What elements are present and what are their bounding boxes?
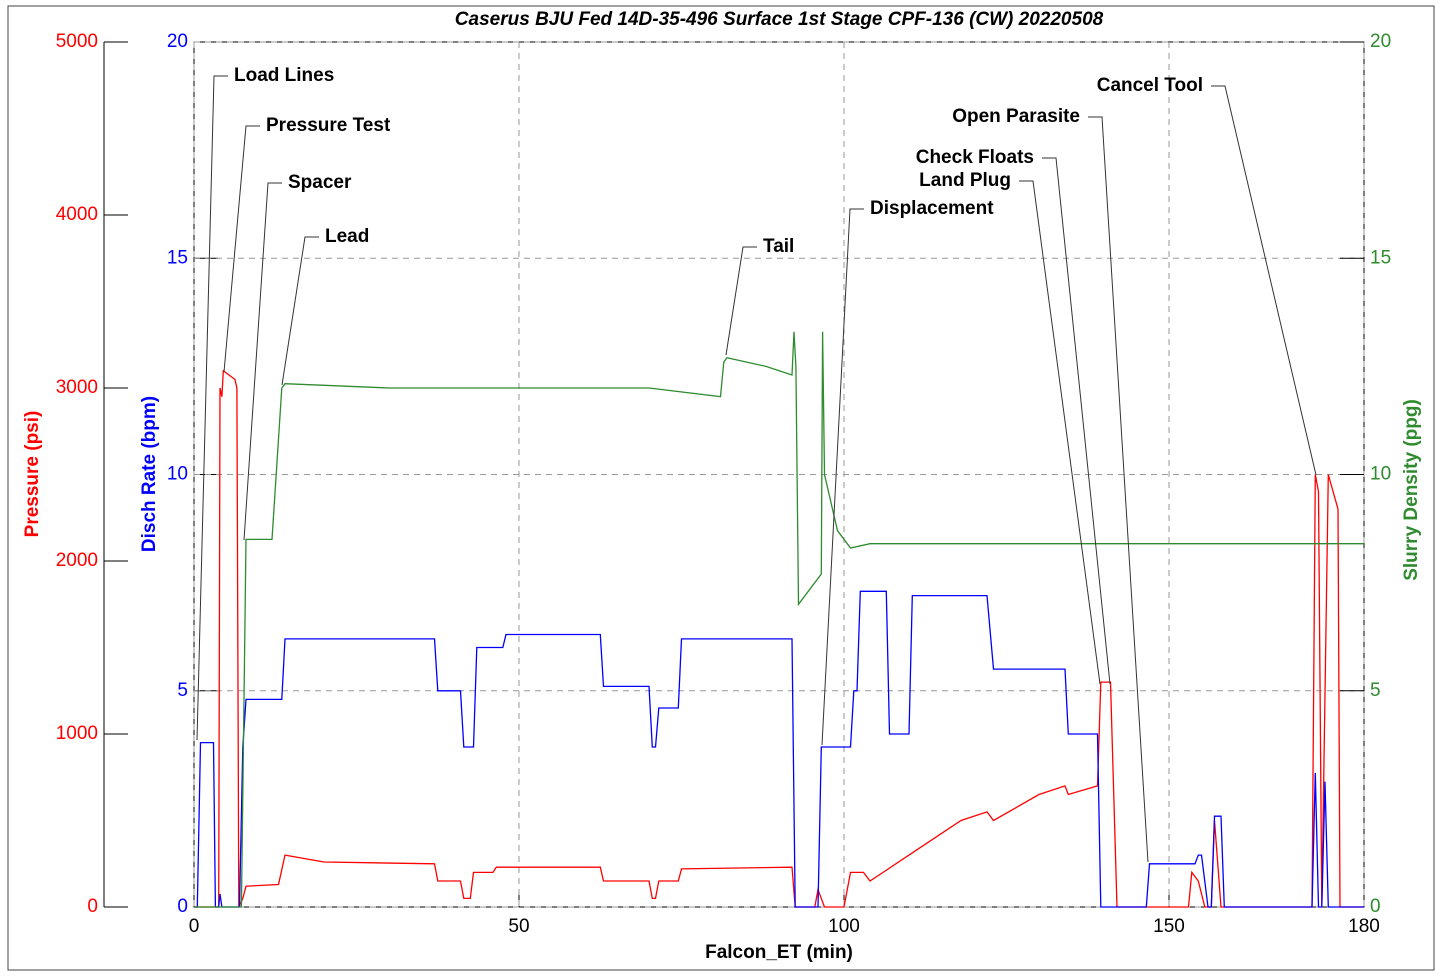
chart-title: Caserus BJU Fed 14D-35-496 Surface 1st S…: [455, 9, 1104, 30]
series-line: [194, 331, 1364, 908]
annotation-leader: [281, 236, 319, 386]
annotation: Open Parasite: [952, 106, 1080, 127]
x-tick-label: 50: [508, 916, 529, 937]
x-tick-label: 0: [189, 916, 200, 937]
y2-tick-label: 15: [167, 247, 188, 268]
series-line: [194, 590, 1364, 908]
y2-tick-label: 20: [167, 31, 188, 52]
y-tick-label: 1000: [56, 723, 98, 744]
annotation: Cancel Tool: [1097, 75, 1203, 96]
y2-tick-label: 0: [177, 896, 188, 917]
annotation: Check Floats: [916, 147, 1034, 168]
annotation-leader: [1088, 116, 1149, 863]
annotation-leader: [196, 75, 228, 741]
y-tick-label: 4000: [56, 204, 98, 225]
y2-axis-label: Disch Rate (bpm): [139, 396, 160, 552]
annotation-leader: [1019, 180, 1101, 685]
annotation: Tail: [763, 236, 794, 257]
annotation: Displacement: [870, 198, 994, 219]
annotation: Spacer: [288, 172, 352, 193]
y2-tick-label: 10: [167, 464, 188, 485]
x-tick-label: 150: [1153, 916, 1185, 937]
annotation: Pressure Test: [266, 115, 391, 136]
x-tick-label: 100: [828, 916, 860, 937]
annotation-leader: [223, 125, 260, 373]
y-axis-label: Pressure (psi): [22, 411, 43, 538]
y-tick-label: 5000: [56, 31, 98, 52]
y-tick-label: 0: [87, 896, 98, 917]
x-tick-label: 180: [1348, 916, 1380, 937]
annotation-leader: [725, 246, 757, 356]
figure-frame: [7, 5, 1435, 971]
y3-tick-label: 0: [1370, 896, 1381, 917]
y3-axis-label: Slurry Density (ppg): [1401, 399, 1422, 581]
y3-tick-label: 5: [1370, 680, 1381, 701]
y2-tick-label: 5: [177, 680, 188, 701]
annotation: Lead: [325, 226, 369, 247]
y-tick-label: 3000: [56, 377, 98, 398]
y-tick-label: 2000: [56, 550, 98, 571]
y3-tick-label: 20: [1370, 31, 1391, 52]
annotation-leader: [1042, 157, 1111, 685]
y3-tick-label: 10: [1370, 464, 1391, 485]
x-axis-label: Falcon_ET (min): [705, 942, 853, 963]
y3-tick-label: 15: [1370, 247, 1391, 268]
annotation-leader: [821, 208, 864, 746]
annotation-leader: [243, 182, 282, 541]
annotation: Load Lines: [234, 65, 334, 86]
annotation: Land Plug: [919, 170, 1011, 191]
annotation-leader: [1211, 85, 1317, 476]
